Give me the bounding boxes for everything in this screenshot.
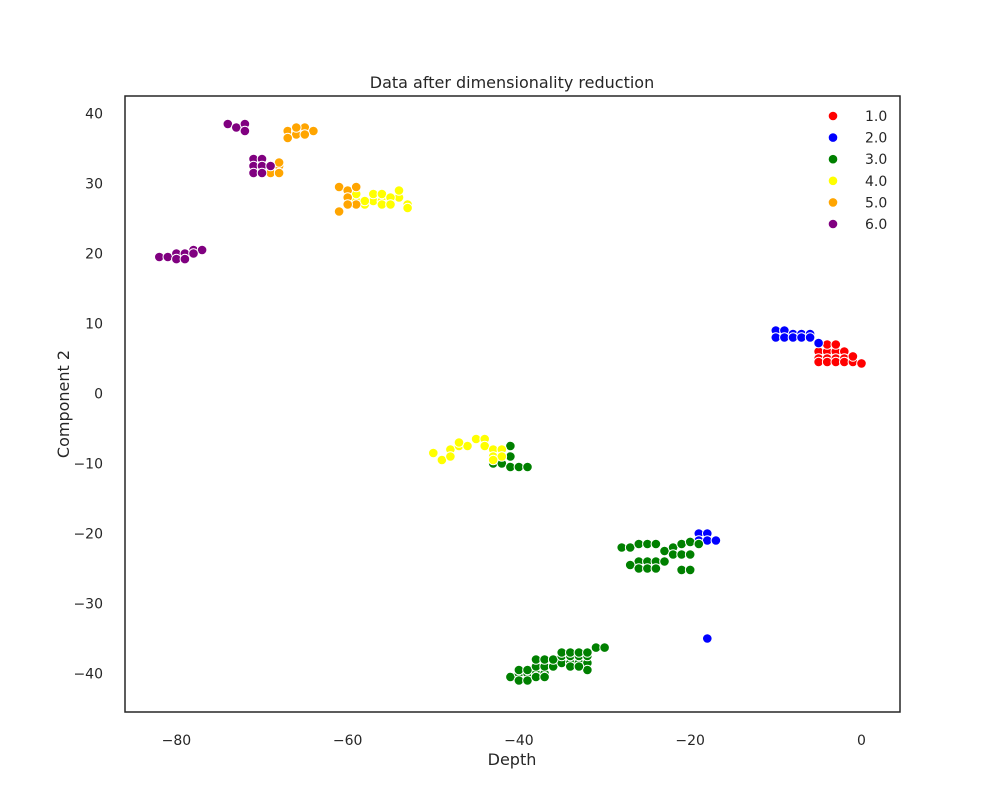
data-point-series-3.0-30: [684, 564, 696, 576]
legend-label-5.0: 5.0: [865, 195, 887, 211]
data-point-series-5.0-6: [282, 132, 294, 144]
chart-title: Data after dimensionality reduction: [370, 73, 654, 92]
data-point-series-4.0-16: [402, 202, 413, 214]
data-point-series-4.0-29: [487, 454, 499, 466]
data-point-series-3.0-61: [599, 642, 610, 653]
y-tick-label: −10: [73, 457, 103, 473]
data-point-series-6.0-8: [265, 160, 276, 172]
data-point-series-3.0-21: [659, 556, 670, 567]
x-axis-ticks: −80 −60 −40 −20 0: [162, 733, 866, 749]
data-point-series-2.0-10: [813, 337, 824, 349]
legend-marker-2.0: [827, 132, 839, 143]
legend-label-3.0: 3.0: [865, 152, 887, 168]
legend-label-4.0: 4.0: [865, 174, 887, 190]
data-point-series-3.0-59: [582, 647, 593, 658]
x-tick-label: 0: [857, 733, 866, 749]
data-point-series-5.0-7: [291, 122, 302, 133]
data-point-series-3.0-39: [539, 671, 550, 683]
data-point-series-6.0-10: [256, 167, 268, 179]
data-point-series-6.0-19: [188, 248, 199, 259]
data-point-series-4.0-30: [445, 451, 456, 462]
plot-frame: [124, 95, 901, 713]
y-tick-label: 20: [85, 247, 103, 263]
data-point-series-1.0-14: [856, 358, 867, 369]
y-tick-label: 0: [94, 387, 103, 403]
data-point-series-2.0-15: [710, 535, 722, 546]
data-point-series-3.0-7: [522, 461, 533, 473]
data-point-series-4.0-17: [428, 447, 439, 459]
x-tick-label: −60: [333, 733, 363, 749]
legend: 1.0 2.0 3.0 4.0 5.0 6.0: [827, 109, 887, 233]
data-point-series-4.0-15: [385, 199, 396, 210]
legend-marker-4.0: [827, 175, 839, 187]
data-points: [154, 118, 867, 686]
data-point-series-4.0-12: [393, 185, 405, 196]
data-point-series-1.0-17: [847, 351, 859, 362]
data-point-series-5.0-11: [273, 167, 285, 179]
data-point-series-3.0-17: [693, 538, 705, 550]
y-tick-label: 10: [85, 317, 103, 333]
data-point-series-6.0-3: [239, 125, 251, 137]
data-point-series-3.0-16: [684, 536, 696, 548]
legend-label-2.0: 2.0: [865, 131, 887, 147]
data-point-series-3.0-15: [676, 538, 687, 550]
y-axis-ticks: −40 −30 −20 −10 0 10 20 30 40: [73, 107, 103, 683]
legend-label-6.0: 6.0: [865, 217, 887, 233]
data-point-series-3.0-64: [573, 661, 585, 672]
y-tick-label: −20: [73, 527, 103, 543]
data-point-series-3.0-24: [684, 549, 696, 560]
legend-marker-6.0: [827, 218, 839, 230]
x-tick-label: −80: [162, 733, 192, 749]
y-tick-label: 40: [85, 107, 103, 123]
data-point-series-5.0-15: [350, 181, 362, 193]
y-axis-label: Component 2: [54, 350, 73, 458]
y-tick-label: −30: [73, 597, 103, 613]
x-tick-label: −40: [504, 733, 534, 749]
legend-marker-1.0: [827, 110, 839, 122]
data-point-series-4.0-31: [453, 437, 465, 448]
data-point-series-5.0-5: [299, 129, 311, 140]
legend-marker-5.0: [827, 197, 839, 208]
data-point-series-6.0-18: [179, 253, 191, 265]
data-point-series-2.0-16: [702, 633, 713, 644]
data-point-series-5.0-18: [342, 199, 354, 210]
y-tick-label: −40: [73, 667, 103, 683]
data-point-series-3.0-12: [650, 538, 662, 550]
data-point-series-5.0-19: [333, 206, 345, 217]
x-tick-label: −20: [675, 733, 705, 749]
data-point-series-2.0-9: [804, 332, 816, 343]
y-tick-label: 30: [85, 177, 103, 193]
data-point-series-1.0-16: [830, 339, 842, 350]
x-axis-label: Depth: [488, 750, 537, 769]
data-point-series-3.0-28: [650, 563, 662, 574]
legend-marker-3.0: [827, 153, 839, 165]
legend-label-1.0: 1.0: [865, 109, 887, 125]
